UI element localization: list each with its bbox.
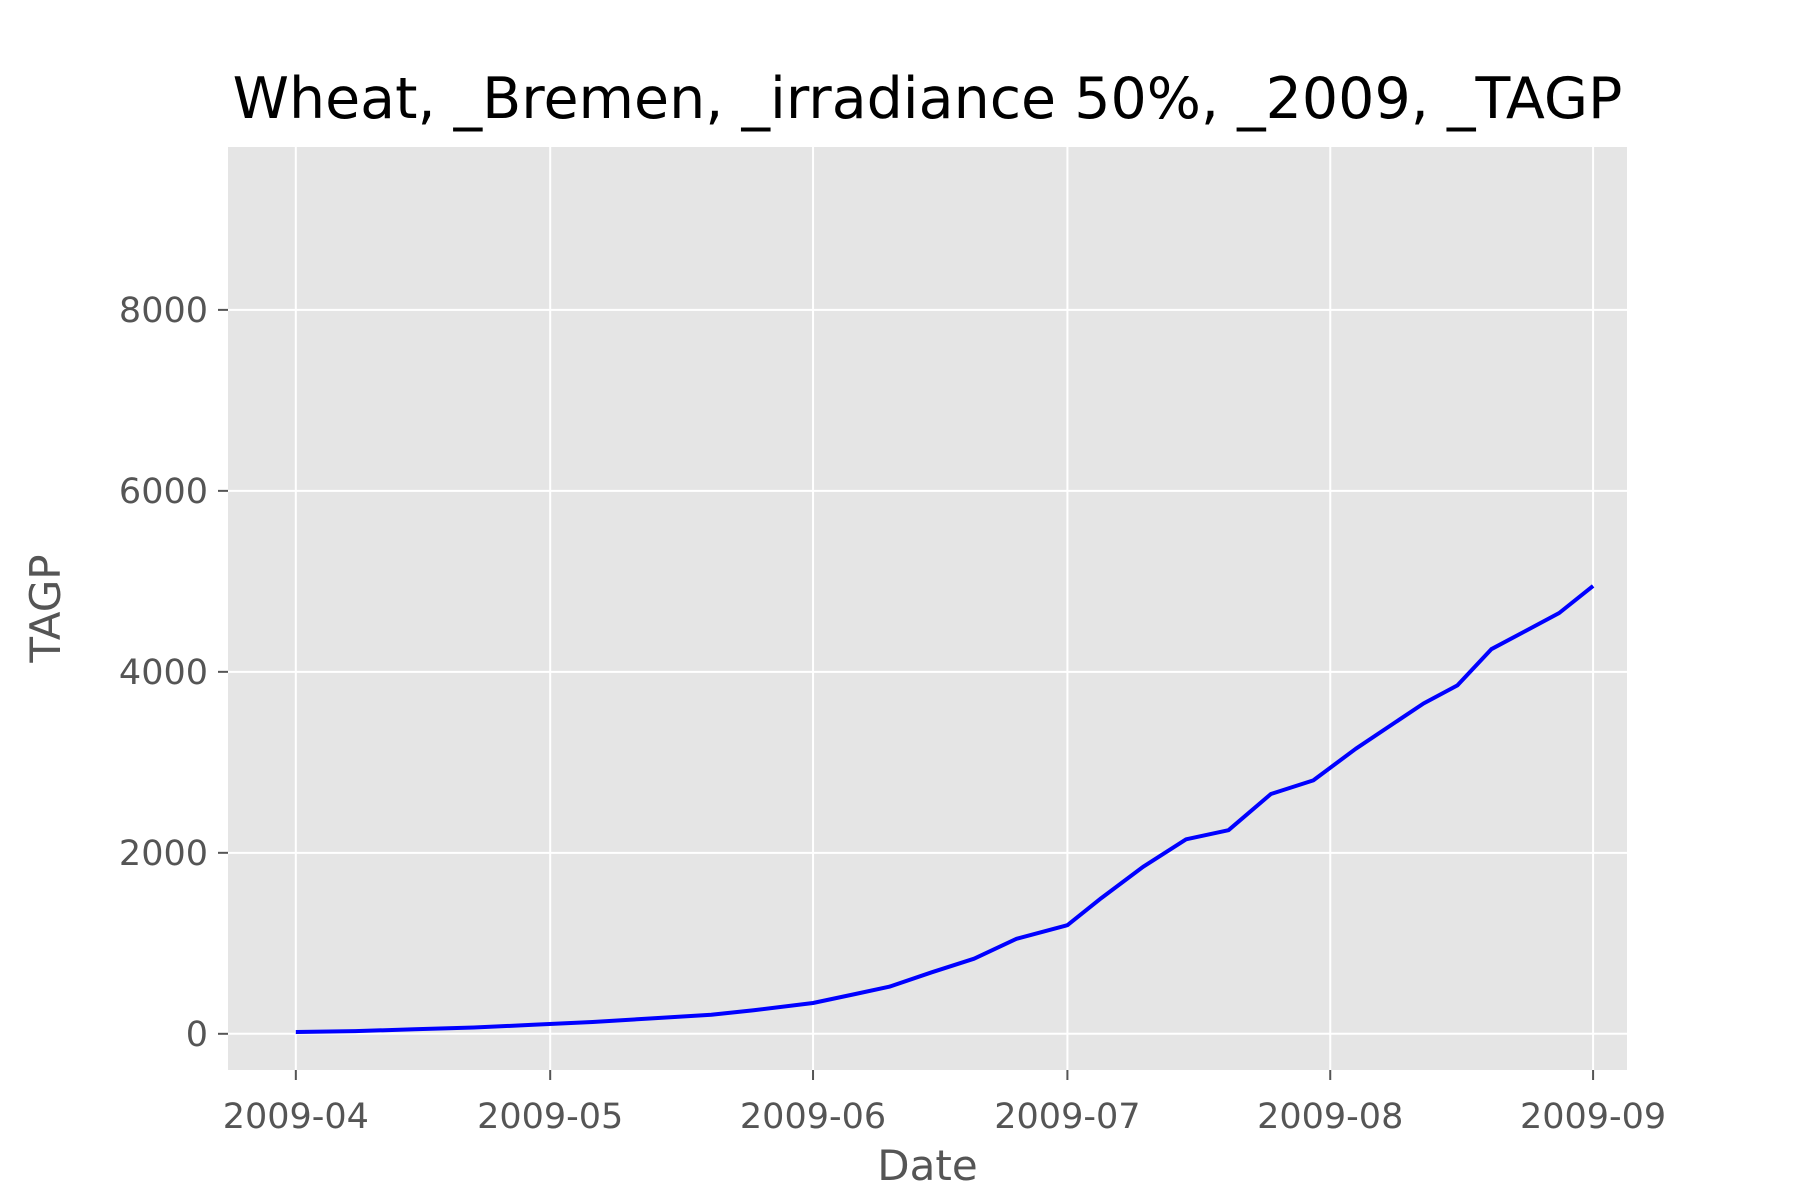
y-tick-label: 2000: [119, 834, 208, 874]
y-tick-label: 4000: [119, 653, 208, 693]
y-axis-label: TAGP: [21, 554, 70, 663]
y-tick-label: 0: [186, 1015, 208, 1055]
plot-area: [228, 147, 1627, 1070]
y-tick-label: 8000: [119, 291, 208, 331]
grid-lines: [228, 147, 1627, 1070]
x-axis-label: Date: [877, 1141, 977, 1190]
x-tick-label: 2009-04: [223, 1097, 369, 1137]
x-axis-ticks: 2009-04 2009-05 2009-06 2009-07 2009-08 2009-…: [223, 1070, 1666, 1137]
series-lines: [295, 584, 1595, 1034]
x-tick-label: 2009-06: [740, 1097, 886, 1137]
x-tick-label: 2009-05: [477, 1097, 623, 1137]
series-line: [295, 584, 1595, 1034]
y-axis-ticks: 0 2000 4000 6000 8000: [119, 291, 228, 1055]
x-tick-label: 2009-09: [1520, 1097, 1666, 1137]
chart-title: Wheat, _Bremen, _irradiance 50%, _2009, …: [233, 66, 1623, 132]
x-tick-label: 2009-07: [994, 1097, 1140, 1137]
x-tick-label: 2009-08: [1257, 1097, 1403, 1137]
y-tick-label: 6000: [119, 472, 208, 512]
